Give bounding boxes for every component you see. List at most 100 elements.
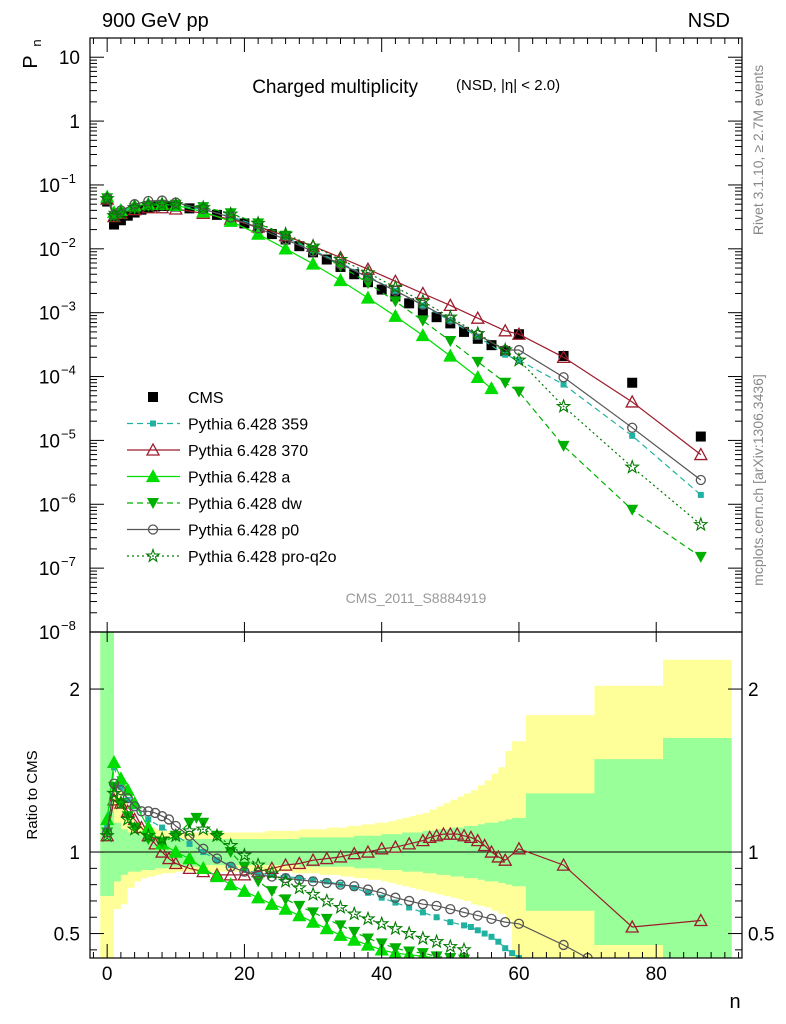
ratio-point-p370 bbox=[443, 826, 458, 840]
ratio-point-p359 bbox=[351, 884, 358, 891]
data-point-pq2o bbox=[360, 264, 376, 280]
ratio-point-p370 bbox=[484, 844, 499, 858]
data-point-pa bbox=[305, 256, 321, 270]
ratio-point-pdw bbox=[279, 894, 292, 906]
ratio-point-p370 bbox=[347, 846, 362, 860]
ratio-point-pq2o bbox=[401, 925, 417, 941]
ratio-point-p370 bbox=[305, 852, 321, 866]
ratio-point-p370 bbox=[498, 852, 513, 866]
ratio-point-pq2o bbox=[319, 892, 335, 908]
data-point-pp0 bbox=[695, 474, 706, 486]
ratio-point-p359 bbox=[310, 876, 317, 883]
ratio-point-pp0 bbox=[294, 874, 305, 885]
ratio-point-pp0 bbox=[500, 916, 511, 928]
ratio-point-pdw bbox=[190, 812, 203, 824]
ratio-point-p370 bbox=[477, 838, 492, 852]
ratio-point-pp0 bbox=[122, 793, 133, 804]
ratio-point-pp0 bbox=[211, 853, 223, 864]
ratio-point-pq2o bbox=[277, 873, 294, 888]
ratio-y-tick-label-right: 2 bbox=[748, 680, 759, 701]
legend-marker-pq2o bbox=[145, 547, 161, 563]
ratio-point-pq2o bbox=[106, 785, 122, 800]
ratio-point-p370 bbox=[456, 828, 472, 842]
y-tick-label: 10 bbox=[39, 431, 60, 452]
ratio-point-p370 bbox=[100, 828, 115, 842]
ratio-point-pp0 bbox=[307, 876, 319, 887]
rivet-info: Rivet 3.1.10, ≥ 2.7M events bbox=[750, 65, 766, 235]
series-line-pq2o bbox=[106, 198, 702, 526]
data-point-cms bbox=[431, 312, 442, 323]
data-point-pq2o bbox=[154, 196, 170, 211]
data-point-pq2o bbox=[555, 398, 572, 414]
ratio-point-p359 bbox=[213, 857, 220, 864]
data-point-p359 bbox=[364, 273, 371, 280]
data-point-p359 bbox=[560, 381, 567, 388]
data-point-cms bbox=[627, 377, 638, 388]
ratio-point-p370 bbox=[388, 839, 403, 853]
data-point-pa bbox=[333, 273, 348, 287]
data-point-pp0 bbox=[417, 299, 429, 310]
y-tick-exponent: −1 bbox=[61, 171, 76, 186]
ratio-point-pa bbox=[251, 890, 266, 904]
legend-label: CMS bbox=[188, 390, 224, 407]
ratio-point-p359 bbox=[467, 924, 474, 931]
data-point-pdw bbox=[444, 336, 457, 348]
chart-title: Charged multiplicity bbox=[252, 77, 418, 98]
data-point-pq2o bbox=[511, 352, 527, 367]
ratio-point-pa bbox=[100, 812, 115, 826]
ratio-point-pa bbox=[319, 921, 334, 935]
ratio-point-pa bbox=[237, 883, 252, 897]
ratio-point-pp0 bbox=[558, 939, 569, 951]
y-tick-exponent: −2 bbox=[61, 235, 76, 250]
data-point-p359 bbox=[447, 317, 454, 324]
data-point-cms bbox=[321, 254, 332, 265]
data-point-pp0 bbox=[156, 195, 168, 206]
ratio-point-p359 bbox=[268, 871, 275, 878]
data-point-pq2o bbox=[470, 325, 486, 341]
ratio-point-pa bbox=[278, 901, 293, 915]
data-point-pp0 bbox=[307, 246, 319, 257]
ratio-point-pp0 bbox=[321, 877, 332, 889]
y-axis-label-ratio: Ratio to CMS bbox=[24, 750, 41, 839]
ratio-point-p359 bbox=[124, 796, 131, 803]
series-pa bbox=[100, 189, 499, 395]
y-tick-label: 10 bbox=[39, 623, 60, 644]
ratio-point-pp0 bbox=[239, 866, 250, 877]
ratio-point-p370 bbox=[292, 856, 307, 870]
ratio-point-pp0 bbox=[184, 830, 195, 841]
x-tick-label: 80 bbox=[646, 964, 667, 985]
data-point-cms bbox=[376, 284, 387, 295]
main-plot-frame bbox=[89, 37, 743, 633]
data-point-p359 bbox=[629, 432, 636, 439]
y-tick-label: 10 bbox=[39, 368, 60, 389]
ratio-point-pq2o bbox=[305, 886, 321, 902]
ratio-point-pdw bbox=[101, 827, 114, 839]
ratio-point-pa bbox=[333, 927, 348, 941]
data-point-pq2o bbox=[126, 199, 143, 215]
ratio-point-pq2o bbox=[264, 865, 280, 880]
ratio-series-p370 bbox=[100, 792, 708, 933]
data-point-pdw bbox=[499, 377, 512, 389]
x-axis-label: n bbox=[729, 991, 740, 1013]
data-point-pq2o bbox=[415, 293, 431, 309]
legend-label: Pythia 6.428 370 bbox=[188, 443, 308, 460]
ratio-point-p370 bbox=[168, 856, 183, 870]
data-point-pq2o bbox=[497, 341, 513, 357]
ratio-point-pa bbox=[305, 914, 321, 928]
y-axis-label-sub: n bbox=[29, 39, 44, 46]
ratio-point-pdw bbox=[293, 900, 306, 912]
data-point-cms bbox=[695, 431, 706, 442]
legend-item: Pythia 6.428 pro-q2o bbox=[127, 547, 337, 566]
ratio-point-p359 bbox=[186, 840, 193, 847]
y-tick-exponent: −7 bbox=[61, 554, 76, 569]
legend-marker-cms bbox=[148, 392, 158, 402]
ratio-plot-frame bbox=[89, 631, 743, 959]
ratio-point-p370 bbox=[278, 857, 293, 871]
ratio-point-pp0 bbox=[143, 806, 154, 817]
data-point-pdw bbox=[471, 356, 484, 368]
legend-marker-pp0 bbox=[147, 524, 159, 535]
ratio-point-p359 bbox=[419, 909, 426, 916]
ratio-point-pp0 bbox=[335, 879, 346, 890]
ratio-point-p370 bbox=[154, 844, 170, 858]
